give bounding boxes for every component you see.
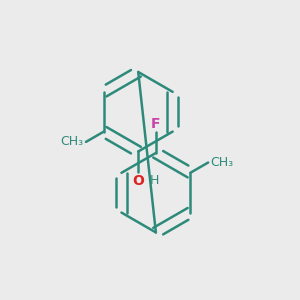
- Text: CH₃: CH₃: [61, 135, 84, 148]
- Text: CH₃: CH₃: [211, 156, 234, 169]
- Text: F: F: [151, 117, 160, 131]
- Text: H: H: [149, 174, 159, 188]
- Text: O: O: [132, 174, 144, 188]
